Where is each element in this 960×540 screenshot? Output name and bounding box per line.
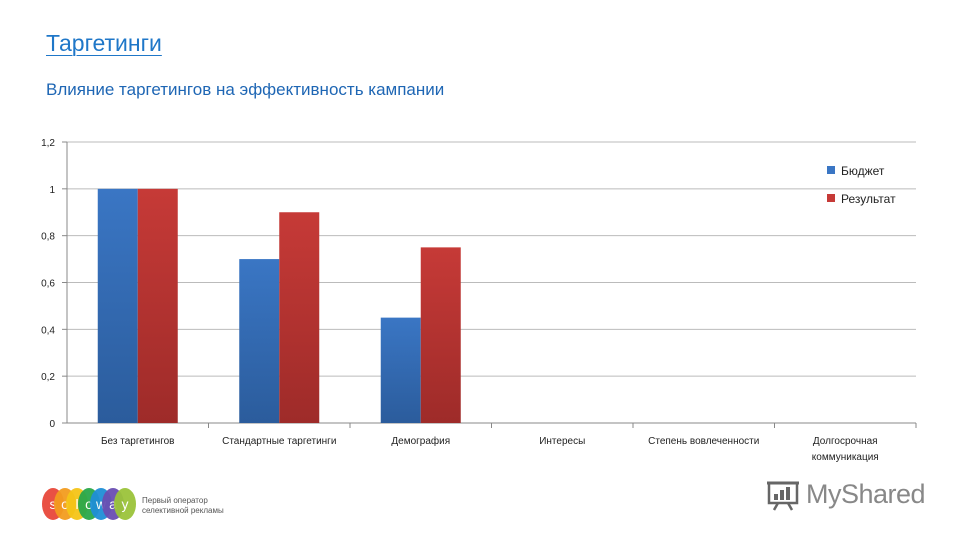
y-tick-label: 0,8 [41, 232, 55, 243]
soloway-letter: y [114, 488, 136, 520]
legend-layer: Бюджет Результат [827, 164, 896, 206]
myshared-wordmark: MyShared [806, 478, 926, 509]
bar-layer [97, 188, 461, 423]
grid-layer [67, 141, 916, 424]
y-tick-label: 1 [49, 185, 55, 196]
y-tick-label: 0,2 [41, 372, 55, 383]
x-category-label: Интересы [539, 436, 585, 447]
y-tick-label: 0 [49, 419, 55, 430]
bar-budget [97, 188, 138, 423]
soloway-tagline: Первый оператор селективной рекламы [142, 496, 224, 515]
x-category-label: Степень вовлеченности [648, 436, 759, 447]
bar-budget [380, 317, 421, 423]
bar-result [420, 247, 461, 423]
x-category-label: Стандартные таргетинги [222, 436, 336, 447]
y-tick-label: 0,6 [41, 279, 55, 290]
legend-label: Результат [841, 192, 896, 206]
presentation-board-icon [767, 481, 799, 511]
slide-title: Таргетинги [46, 30, 162, 56]
x-category-label: Долгосрочная [813, 436, 878, 447]
slide-subtitle: Влияние таргетингов на эффективность кам… [46, 80, 445, 99]
x-category-label: Демография [391, 435, 450, 447]
legend-swatch [827, 194, 835, 202]
x-category-label: коммуникация [812, 452, 879, 463]
x-category-label: Без таргетингов [101, 436, 175, 447]
bar-budget [239, 259, 280, 423]
legend-label: Бюджет [841, 164, 885, 178]
bar-result [137, 188, 178, 423]
y-tick-label: 0,4 [41, 325, 55, 336]
myshared-logo: MyShared [766, 476, 926, 512]
axis-layer: 0 0,2 0,4 0,6 0,8 1 1,2 Без таргетингов Стандарт… [41, 138, 917, 463]
bar-result [279, 212, 320, 423]
legend-swatch [827, 166, 835, 174]
y-tick-label: 1,2 [41, 138, 55, 149]
